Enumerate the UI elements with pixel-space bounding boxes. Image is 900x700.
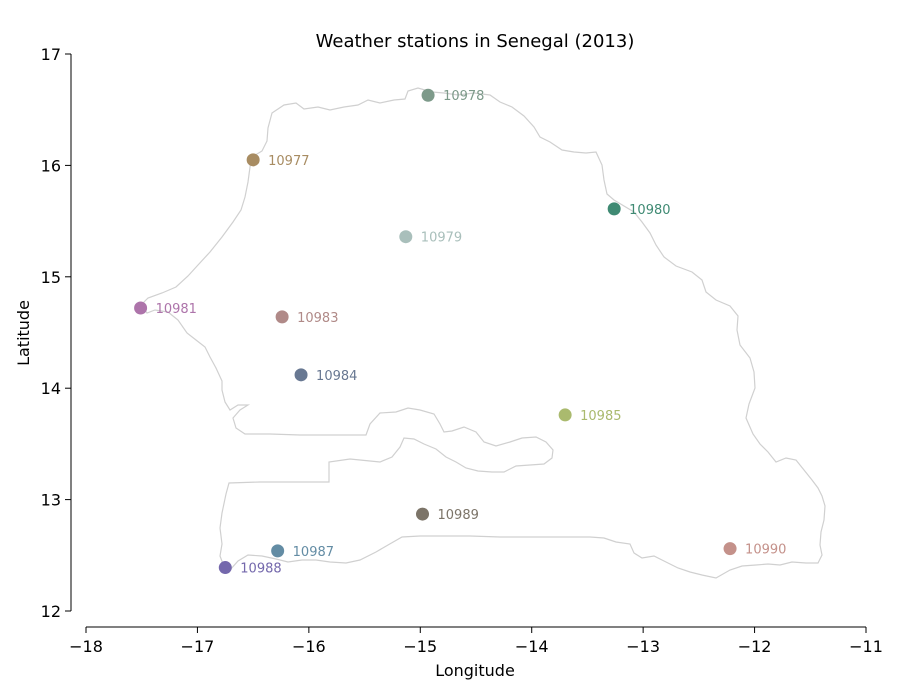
y-axis-label: Latitude (14, 300, 33, 366)
x-axis-label: Longitude (435, 661, 515, 680)
station-label-10989: 10989 (438, 508, 479, 523)
x-tick-label: −15 (403, 637, 437, 656)
station-point-10985 (558, 408, 572, 422)
y-tick-label: 12 (41, 602, 61, 621)
station-point-10981 (134, 301, 148, 315)
station-label-10980: 10980 (629, 203, 670, 218)
y-tick-label: 15 (41, 268, 61, 287)
station-label-10985: 10985 (580, 409, 621, 424)
station-points: 10978 10977 10980 10979 10981 10983 10984 10985… (134, 88, 786, 577)
station-point-10990 (723, 542, 737, 556)
station-label-10978: 10978 (443, 89, 484, 104)
y-tick-label: 14 (41, 379, 61, 398)
station-point-10979 (399, 230, 413, 244)
station-point-10980 (607, 202, 621, 216)
station-point-10989 (416, 507, 430, 521)
y-tick-label: 13 (41, 491, 61, 510)
station-point-10987 (271, 544, 285, 558)
x-tick-label: −17 (181, 637, 215, 656)
station-label-10987: 10987 (293, 545, 334, 560)
x-tick-label: −11 (849, 637, 883, 656)
x-tick-label: −13 (626, 637, 660, 656)
station-point-10984 (294, 368, 308, 382)
station-label-10984: 10984 (316, 369, 357, 384)
station-label-10977: 10977 (268, 154, 309, 169)
country-border (140, 87, 826, 579)
station-label-10988: 10988 (240, 562, 281, 577)
station-point-10977 (246, 153, 260, 167)
x-tick-label: −18 (69, 637, 103, 656)
station-label-10979: 10979 (421, 231, 462, 246)
x-tick-label: −16 (292, 637, 326, 656)
x-ticks: −18 −17 −16 −15 −14 −13 −12 −11 (69, 627, 883, 656)
y-tick-label: 16 (41, 156, 61, 175)
station-point-10988 (218, 561, 232, 575)
x-tick-label: −12 (738, 637, 772, 656)
y-ticks: 12 13 14 15 16 17 (41, 45, 71, 621)
station-label-10981: 10981 (156, 302, 197, 317)
station-point-10983 (275, 310, 289, 324)
x-tick-label: −14 (515, 637, 549, 656)
station-label-10983: 10983 (297, 311, 338, 326)
chart-title: Weather stations in Senegal (2013) (316, 31, 635, 52)
station-point-10978 (421, 88, 435, 102)
y-tick-label: 17 (41, 45, 61, 64)
station-label-10990: 10990 (745, 543, 786, 558)
